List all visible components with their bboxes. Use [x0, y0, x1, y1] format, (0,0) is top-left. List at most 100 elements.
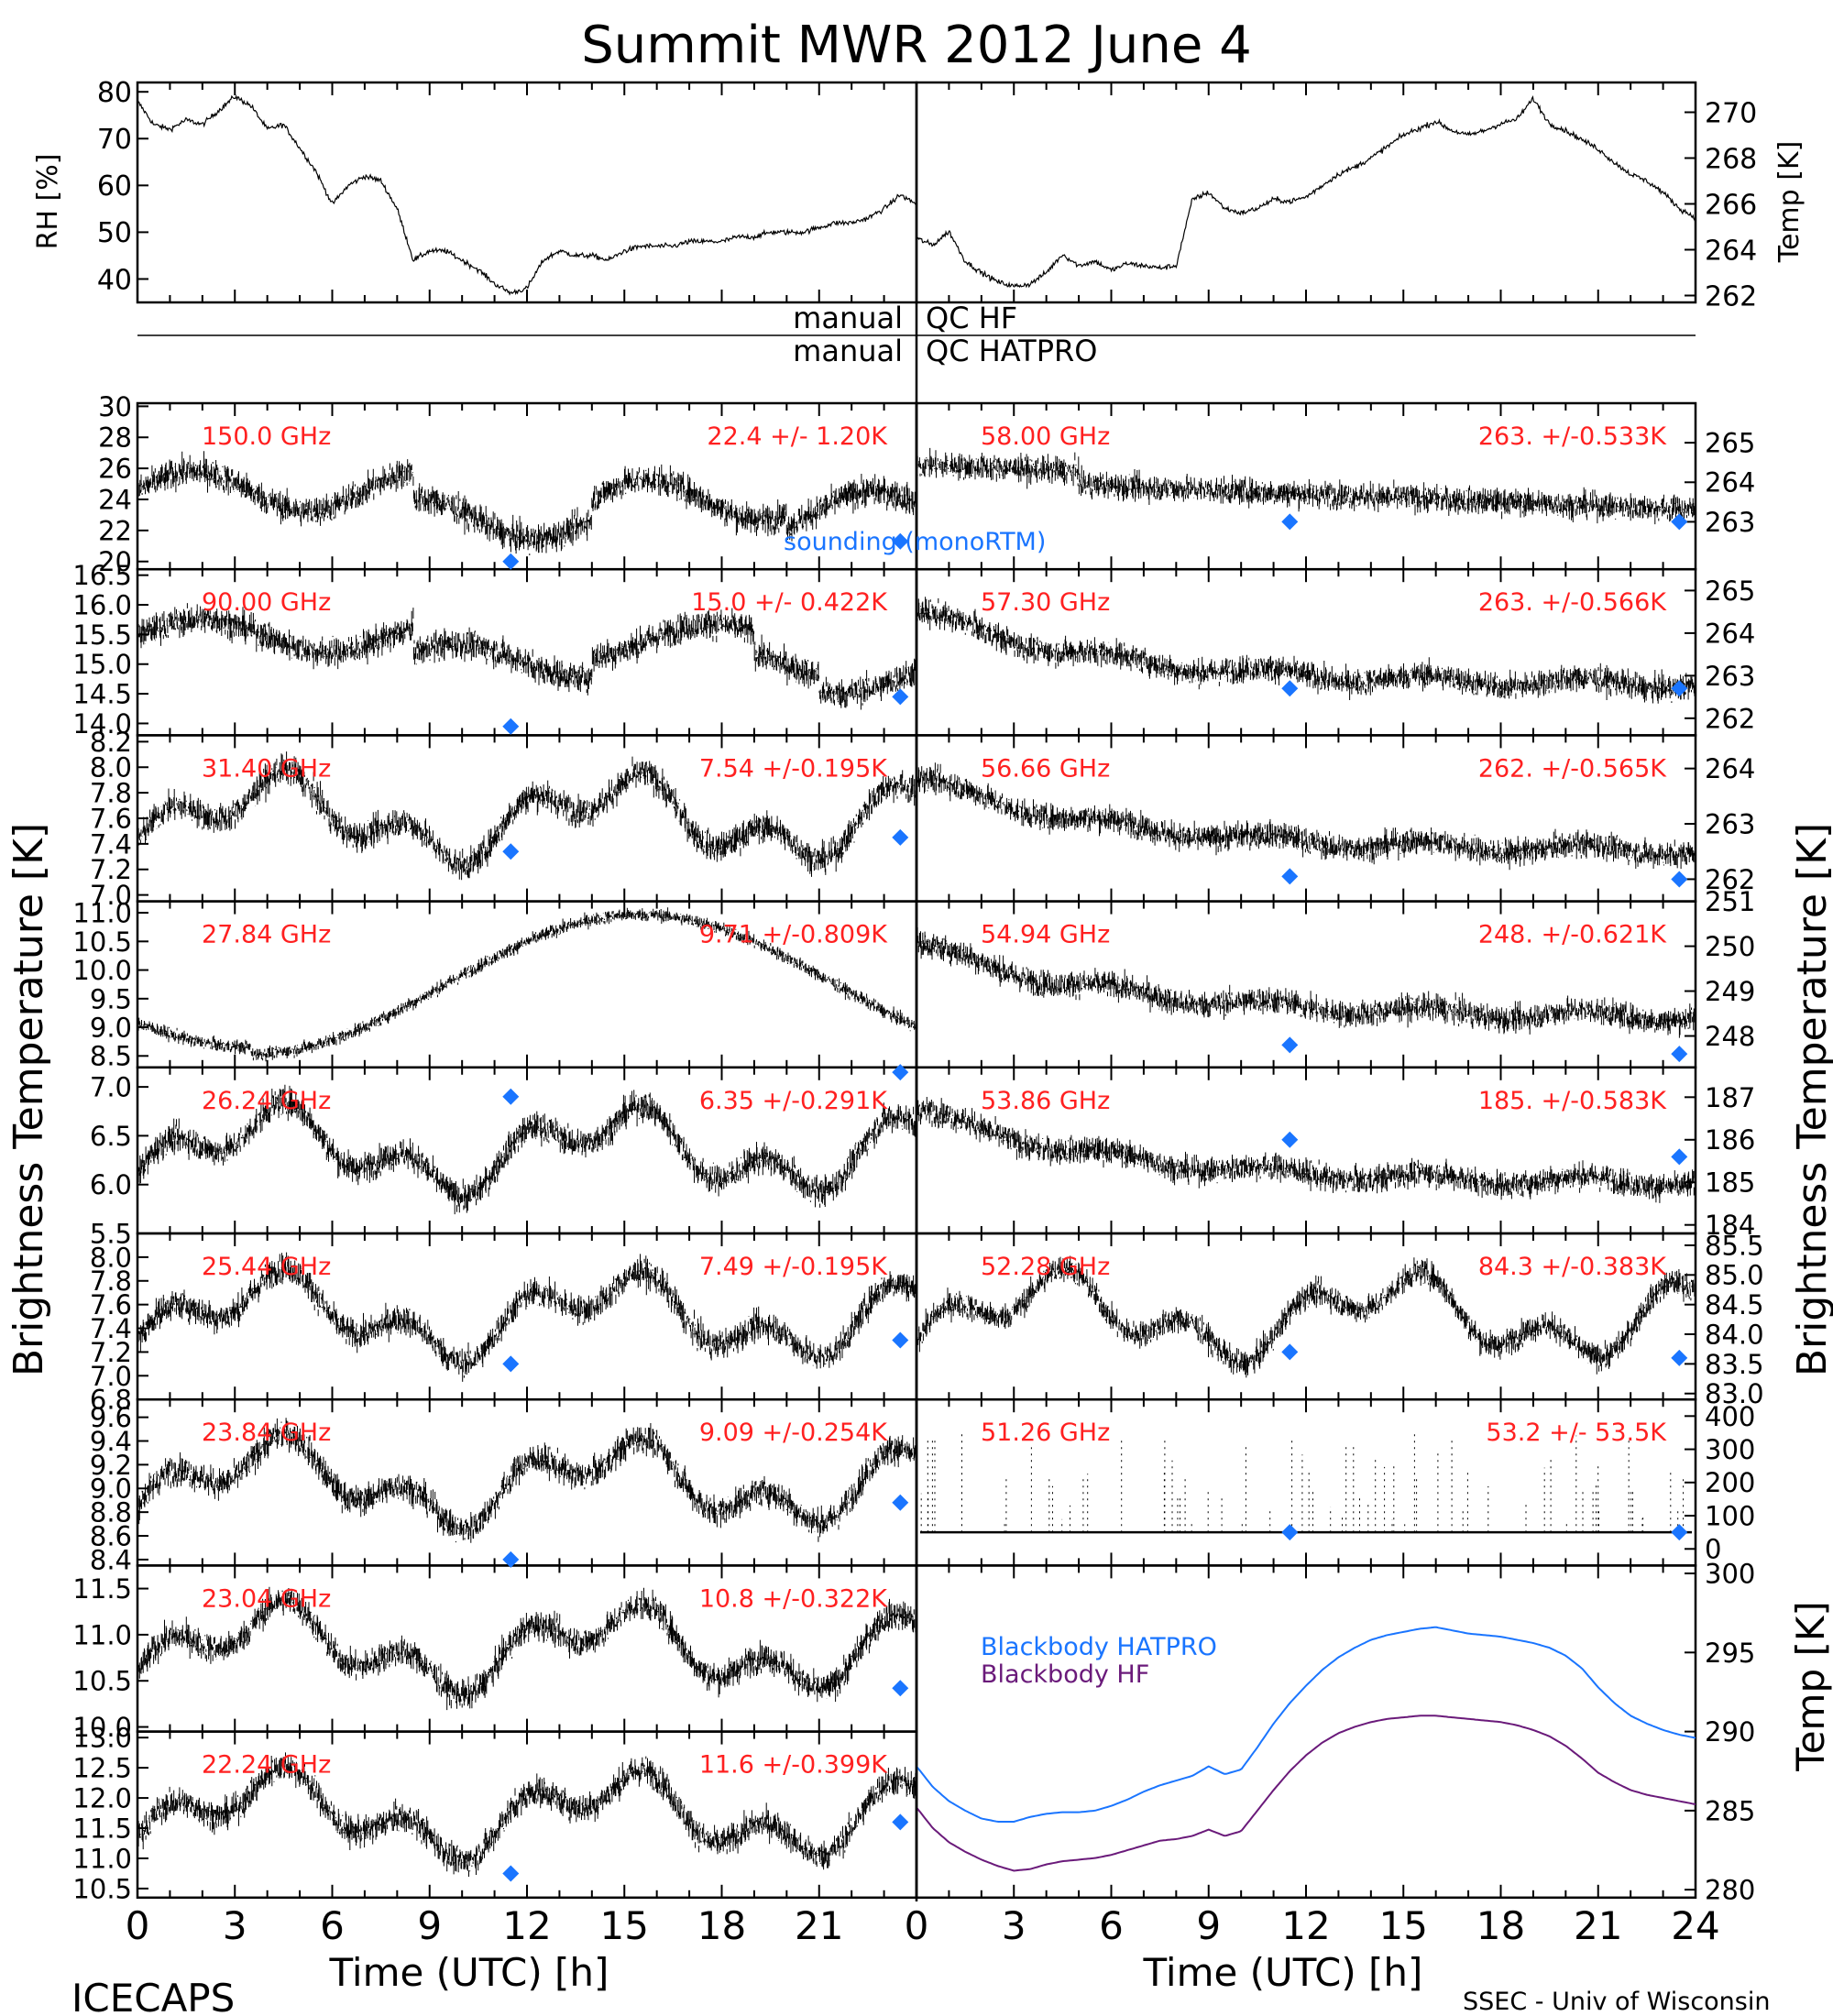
hf-3140-ytick-label: 7.4: [90, 828, 132, 860]
hatpro-5228-sounding-marker: [1281, 1343, 1299, 1361]
figure-title: Summit MWR 2012 June 4: [581, 16, 1252, 75]
hf-2544-ytick-label: 7.2: [90, 1337, 132, 1368]
x-tick-label-left: 12: [502, 1903, 551, 1948]
hf-2384-sounding-marker: [502, 1550, 520, 1568]
qc-hf-label: QC HF: [926, 301, 1017, 335]
hf-2384-freq-label: 23.84 GHz: [202, 1419, 331, 1447]
hf-1500-ytick-label: 26: [98, 454, 132, 485]
data-traces: [137, 94, 1696, 1877]
hatpro-5494-ytick-label: 251: [1705, 886, 1755, 917]
hf-9000-ytick-label: 16.5: [72, 560, 132, 591]
hatpro-5800-trace: [916, 447, 1696, 525]
x-axis-label-left: Time (UTC) [h]: [329, 1950, 609, 1995]
hf-2784-ytick-label: 9.0: [90, 1013, 132, 1044]
hatpro-5126-sounding-marker: [1281, 1524, 1299, 1541]
hatpro-5126-ytick-label: 100: [1705, 1500, 1755, 1531]
hatpro-5666-sounding-marker: [1281, 868, 1299, 885]
hatpro-5386-sounding-marker: [1671, 1148, 1688, 1166]
x-tick-label-right: 21: [1574, 1903, 1622, 1948]
hf-1500-ytick-label: 22: [98, 515, 132, 546]
hf-2784-ytick-label: 11.0: [72, 898, 132, 929]
hf-2384-ytick-label: 9.4: [90, 1426, 132, 1457]
hatpro-5800-stats-label: 263. +/-0.533K: [1478, 422, 1667, 451]
hf-2544-trace: [137, 1252, 916, 1382]
hf-2784-ytick-label: 10.5: [72, 926, 132, 958]
qc-hatpro-manual-label: manual: [793, 334, 903, 368]
hatpro-5386-ytick-label: 185: [1705, 1167, 1755, 1199]
qc-hf-manual-label: manual: [793, 301, 903, 335]
hatpro-5386-stats-label: 185. +/-0.583K: [1478, 1087, 1667, 1115]
hf-1500-stats-label: 22.4 +/- 1.20K: [707, 422, 888, 451]
hf-2784-trace: [137, 907, 916, 1062]
temp-trace: [916, 95, 1696, 289]
hf-2304-ytick-label: 11.0: [72, 1619, 132, 1650]
x-tick-label-left: 9: [417, 1903, 442, 1948]
hatpro-5386-ytick-label: 184: [1705, 1210, 1755, 1241]
hf-3140-ytick-label: 7.8: [90, 778, 132, 809]
hf-2304-freq-label: 23.04 GHz: [202, 1584, 331, 1613]
hf-3140-ytick-label: 7.0: [90, 880, 132, 911]
hatpro-5126-sounding-marker: [1671, 1524, 1688, 1541]
hf-9000-freq-label: 90.00 GHz: [202, 588, 331, 617]
hf-2784-ytick-label: 8.5: [90, 1041, 132, 1072]
x-tick-label-right: 15: [1379, 1903, 1428, 1948]
hf-2624-ytick-label: 6.0: [90, 1169, 132, 1200]
legend-bb-hf: Blackbody HF: [981, 1660, 1149, 1689]
hatpro-5666-ytick-label: 264: [1705, 753, 1755, 784]
hf-9000-ytick-label: 15.5: [72, 619, 132, 651]
x-tick-label-left: 21: [795, 1903, 843, 1948]
hatpro-5800-ytick-label: 265: [1705, 428, 1755, 459]
hf-2544-ytick-label: 7.0: [90, 1361, 132, 1392]
hatpro-5494-freq-label: 54.94 GHz: [981, 921, 1110, 949]
temp-panel-ytick-label: 264: [1705, 235, 1757, 267]
blackbody-panel-frame: [915, 1564, 1697, 1900]
blackbody-panel-ytick-label: 295: [1705, 1638, 1755, 1669]
hf-2304-ytick-label: 10.0: [72, 1712, 132, 1743]
hatpro-5494-sounding-marker: [1671, 1046, 1688, 1063]
x-tick-label-right: 24: [1671, 1903, 1719, 1948]
hf-1500-ytick-label: 30: [98, 391, 132, 422]
hf-2224-ytick-label: 13.0: [72, 1723, 132, 1754]
hf-3140-ytick-label: 8.2: [90, 727, 132, 758]
hf-9000-trace: [137, 603, 916, 710]
hf-2224-sounding-marker: [892, 1813, 909, 1831]
hf-1500-sounding-marker: [892, 532, 909, 550]
hatpro-5228-stats-label: 84.3 +/-0.383K: [1478, 1253, 1667, 1281]
hf-9000-ytick-label: 14.5: [72, 679, 132, 710]
hf-2304-ytick-label: 11.5: [72, 1573, 132, 1605]
hatpro-5494-ytick-label: 250: [1705, 931, 1755, 962]
hf-9000-ytick-label: 15.0: [72, 649, 132, 680]
hf-2304-sounding-marker: [892, 1680, 909, 1697]
hatpro-5800-ytick-label: 264: [1705, 467, 1755, 499]
hatpro-5228-sounding-marker: [1671, 1349, 1688, 1366]
hf-2544-ytick-label: 7.4: [90, 1313, 132, 1344]
x-tick-label-left: 18: [697, 1903, 746, 1948]
hatpro-5386-sounding-marker: [1281, 1131, 1299, 1148]
hf-2384-sounding-marker: [892, 1494, 909, 1511]
temp-panel-ytick-label: 270: [1705, 97, 1757, 129]
rh-panel-ytick-label: 60: [97, 170, 132, 203]
blackbody-panel-ytick-label: 290: [1705, 1716, 1755, 1748]
hatpro-5730-ytick-label: 263: [1705, 661, 1755, 692]
hatpro-5126-ytick-label: 200: [1705, 1467, 1755, 1498]
hf-2384-ytick-label: 8.4: [90, 1544, 132, 1575]
hf-9000-ytick-label: 14.0: [72, 708, 132, 740]
hatpro-5126-ytick-label: 0: [1705, 1534, 1721, 1565]
legend-sounding: sounding (monoRTM): [784, 528, 1046, 556]
temp-panel-ytick-label: 262: [1705, 280, 1757, 312]
hatpro-5666-sounding-marker: [1671, 871, 1688, 888]
hatpro-5666-ytick-label: 262: [1705, 864, 1755, 895]
bb-temp-axis-label: Temp [K]: [1788, 1601, 1833, 1772]
hf-2384-ytick-label: 8.8: [90, 1497, 132, 1528]
hatpro-5228-ytick-label: 83.5: [1705, 1349, 1764, 1380]
hatpro-5494-ytick-label: 249: [1705, 976, 1755, 1007]
hf-9000-ytick-label: 16.0: [72, 589, 132, 620]
hatpro-5494-ytick-label: 248: [1705, 1021, 1755, 1052]
hf-2224-freq-label: 22.24 GHz: [202, 1751, 331, 1780]
rh-panel-ytick-label: 70: [97, 124, 132, 156]
x-tick-label-left: 0: [126, 1903, 150, 1948]
channel-annotations: 150.0 GHz 22.4 +/- 1.20K 90.00 GHz 15.0 +/-…: [202, 422, 1667, 1780]
hf-2624-sounding-marker: [502, 1088, 520, 1105]
hatpro-5126-ytick-label: 300: [1705, 1434, 1755, 1465]
